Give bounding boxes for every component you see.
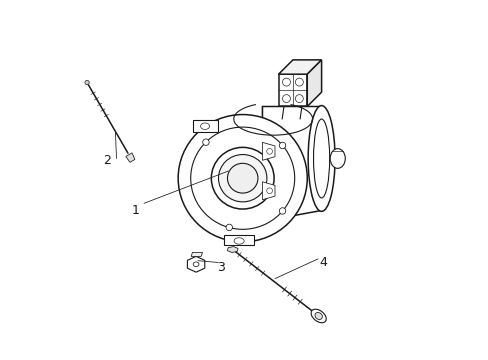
Polygon shape bbox=[278, 74, 306, 107]
Polygon shape bbox=[262, 142, 274, 160]
Ellipse shape bbox=[218, 154, 266, 202]
Polygon shape bbox=[125, 153, 135, 162]
Ellipse shape bbox=[314, 312, 322, 319]
Ellipse shape bbox=[193, 262, 199, 267]
Polygon shape bbox=[306, 60, 321, 107]
Ellipse shape bbox=[310, 309, 325, 323]
Ellipse shape bbox=[85, 80, 89, 85]
Ellipse shape bbox=[225, 224, 232, 231]
Ellipse shape bbox=[329, 149, 345, 168]
Ellipse shape bbox=[200, 123, 209, 130]
Ellipse shape bbox=[190, 127, 294, 229]
Ellipse shape bbox=[203, 139, 209, 145]
Polygon shape bbox=[192, 120, 217, 132]
Ellipse shape bbox=[282, 95, 290, 103]
Polygon shape bbox=[227, 247, 238, 252]
Text: 1: 1 bbox=[131, 204, 139, 217]
Ellipse shape bbox=[178, 114, 306, 242]
Ellipse shape bbox=[279, 208, 285, 214]
Text: 3: 3 bbox=[217, 261, 224, 274]
Polygon shape bbox=[262, 182, 274, 200]
Ellipse shape bbox=[295, 78, 303, 86]
Text: 2: 2 bbox=[103, 154, 111, 167]
Ellipse shape bbox=[307, 105, 334, 211]
Ellipse shape bbox=[295, 95, 303, 103]
Polygon shape bbox=[262, 107, 321, 221]
Polygon shape bbox=[224, 234, 254, 245]
Ellipse shape bbox=[234, 238, 244, 244]
Ellipse shape bbox=[282, 78, 290, 86]
Ellipse shape bbox=[266, 188, 272, 194]
Polygon shape bbox=[187, 256, 204, 272]
Ellipse shape bbox=[279, 142, 285, 149]
Ellipse shape bbox=[227, 163, 258, 193]
Polygon shape bbox=[278, 60, 321, 74]
Ellipse shape bbox=[211, 147, 274, 209]
Polygon shape bbox=[191, 252, 202, 256]
Ellipse shape bbox=[266, 148, 272, 154]
Ellipse shape bbox=[313, 119, 329, 198]
Text: 4: 4 bbox=[319, 256, 326, 269]
